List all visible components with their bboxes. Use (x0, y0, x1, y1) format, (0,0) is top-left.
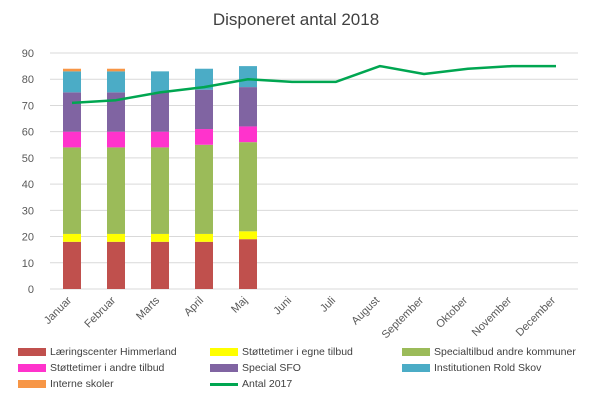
bar-segment (151, 131, 169, 148)
legend-swatch (210, 348, 238, 356)
bar-segment (63, 241, 81, 289)
bar-segment (195, 129, 213, 145)
bar-segment (151, 241, 169, 289)
bar-segment (151, 233, 169, 242)
bar-segment (195, 241, 213, 289)
y-tick-label: 30 (22, 205, 34, 217)
y-tick-label: 80 (22, 74, 34, 86)
x-tick-label: Maj (229, 295, 250, 316)
bar-segment (195, 144, 213, 234)
bar-segment (151, 147, 169, 234)
legend-label: Interne skoler (50, 378, 114, 390)
legend-swatch (18, 364, 46, 372)
legend-label: Antal 2017 (242, 378, 293, 390)
y-tick-label: 50 (22, 153, 34, 165)
bar-segment (239, 66, 257, 88)
bar-segment (239, 142, 257, 232)
bar-segment (195, 89, 213, 130)
legend-label: Støttetimer i egne tilbud (242, 346, 353, 358)
bar-segment (107, 68, 125, 72)
y-tick-label: 40 (22, 179, 34, 191)
x-tick-label: Oktober (434, 294, 470, 330)
legend-swatch (18, 348, 46, 356)
bar-segment (63, 233, 81, 242)
legend-item-antal-2017: Antal 2017 (210, 378, 292, 390)
bar-segment (63, 71, 81, 93)
legend-item-stoettetimer-egne: Støttetimer i egne tilbud (210, 346, 353, 358)
x-tick-label: Juni (271, 295, 294, 318)
x-tick-label: December (514, 294, 559, 339)
legend-label: Støttetimer i andre tilbud (50, 362, 165, 374)
bar-segment (195, 68, 213, 90)
bar-segment (107, 92, 125, 132)
y-tick-label: 70 (22, 100, 34, 112)
legend-swatch (402, 348, 430, 356)
y-tick-label: 0 (28, 284, 34, 296)
bar-segment (63, 131, 81, 148)
y-tick-label: 10 (22, 258, 34, 270)
y-tick-label: 90 (22, 48, 34, 60)
x-tick-label: Januar (42, 294, 75, 327)
bar-segment (239, 126, 257, 143)
bar-segment (239, 231, 257, 240)
legend-label: Special SFO (242, 362, 301, 374)
chart-title: Disponeret antal 2018 (212, 10, 380, 29)
legend-line-swatch (210, 382, 238, 386)
x-tick-label: Juli (318, 295, 338, 315)
legend-label: Læringscenter Himmerland (50, 346, 177, 358)
legend-swatch (402, 364, 430, 372)
y-tick-label: 60 (22, 127, 34, 139)
x-tick-label: Februar (82, 294, 118, 330)
x-tick-label: April (182, 295, 206, 319)
line-series-antal-2017 (71, 64, 556, 105)
bar-segment (151, 71, 169, 93)
legend-item-laeringscenter: Læringscenter Himmerland (18, 346, 177, 358)
bar-segment (63, 92, 81, 132)
bar-segment (107, 131, 125, 148)
bar-segment (151, 92, 169, 132)
x-tick-label: September (380, 294, 427, 341)
legend-label: Institutionen Rold Skov (434, 362, 542, 374)
x-tick-label: November (470, 294, 515, 339)
legend-label: Specialtilbud andre kommuner (434, 346, 576, 358)
bar-segment (107, 233, 125, 242)
x-tick-label: August (349, 295, 382, 328)
legend-swatch (210, 364, 238, 372)
bar-segment (63, 68, 81, 72)
bar-segment (195, 233, 213, 242)
bar-segment (107, 71, 125, 93)
bar-segment (107, 147, 125, 234)
legend-item-special-sfo: Special SFO (210, 362, 301, 374)
legend-item-rold-skov: Institutionen Rold Skov (402, 362, 541, 374)
bar-segment (107, 241, 125, 289)
x-tick-label: Marts (134, 294, 162, 322)
bar-segment (239, 239, 257, 289)
y-tick-label: 20 (22, 232, 34, 244)
bar-segment (63, 147, 81, 234)
bar-segment (239, 87, 257, 127)
legend-item-stoettetimer-andre: Støttetimer i andre tilbud (18, 362, 164, 374)
legend-item-specialtilbud: Specialtilbud andre kommuner (402, 346, 576, 358)
legend-swatch (18, 380, 46, 388)
legend-item-interne-skoler: Interne skoler (18, 378, 114, 390)
